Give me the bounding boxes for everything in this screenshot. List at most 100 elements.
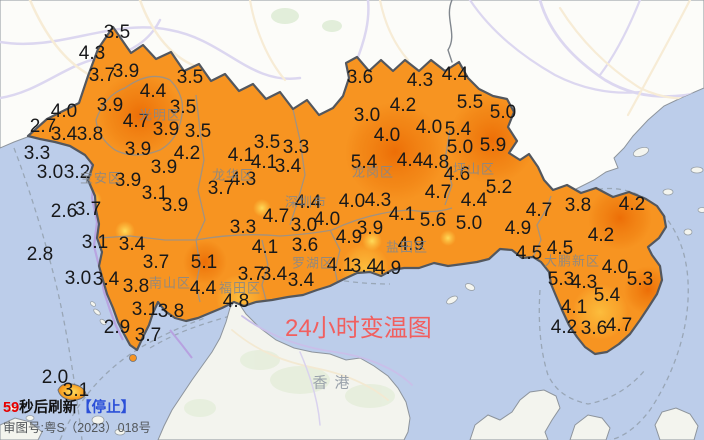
temp-label: 3.7 <box>237 264 265 285</box>
temp-label: 5.0 <box>489 102 517 123</box>
temp-label: 4.9 <box>335 227 363 248</box>
temp-label: 3.1 <box>62 380 90 401</box>
temp-label: 4.4 <box>460 190 488 211</box>
temp-label: 4.4 <box>294 192 322 213</box>
temp-label: 3.3 <box>229 217 257 238</box>
temp-label: 4.2 <box>389 95 417 116</box>
temp-label: 3.4 <box>274 156 302 177</box>
temp-label: 4.6 <box>443 164 471 185</box>
temp-label: 2.6 <box>50 201 78 222</box>
district-label: 福田区 <box>218 280 262 296</box>
temp-label: 3.4 <box>260 264 288 285</box>
temp-label: 2.9 <box>103 317 131 338</box>
temp-label: 3.6 <box>291 235 319 256</box>
temp-label: 2.0 <box>41 367 69 388</box>
temp-label: 3.9 <box>150 157 178 178</box>
district-borders <box>95 75 552 303</box>
temp-label: 4.9 <box>397 234 425 255</box>
temp-label: 4.2 <box>618 194 646 215</box>
temp-label: 3.4 <box>118 234 146 255</box>
district-label: 坪山区 <box>452 161 496 177</box>
countdown-suffix: 秒后刷新 <box>19 400 78 416</box>
district-label: 盐田区 <box>385 239 429 255</box>
temp-label: 2.7 <box>29 116 57 137</box>
temperature-shading <box>82 73 666 340</box>
temp-label: 4.1 <box>388 204 416 225</box>
temp-label: 4.0 <box>50 101 78 122</box>
temp-label: 3.3 <box>23 143 51 164</box>
temp-label: 5.4 <box>593 285 621 306</box>
temp-label: 4.7 <box>605 315 633 336</box>
temp-label: 5.4 <box>350 152 378 173</box>
temp-label: 3.1 <box>131 299 159 320</box>
temp-label: 3.9 <box>161 195 189 216</box>
temp-label: 4.0 <box>338 191 366 212</box>
temp-label: 3.9 <box>96 95 124 116</box>
shenzhen-region <box>26 25 668 356</box>
district-label: 南山区 <box>148 275 192 291</box>
temp-label: 3.8 <box>122 276 150 297</box>
temp-label: 5.6 <box>419 210 447 231</box>
bay-bridge <box>169 329 193 359</box>
temp-label: 3.7 <box>207 178 235 199</box>
temp-label: 3.9 <box>152 119 180 140</box>
temp-label: 5.5 <box>456 92 484 113</box>
temp-label: 4.4 <box>441 64 469 85</box>
temp-label: 4.5 <box>546 238 574 259</box>
refresh-status: 59秒后刷新【停止】 <box>3 396 135 417</box>
hong-kong-roads <box>231 315 413 426</box>
temp-label: 3.5 <box>169 97 197 118</box>
temp-label: 4.7 <box>122 111 150 132</box>
neilingding-island <box>57 354 137 401</box>
temp-label: 5.1 <box>190 252 218 273</box>
temp-label: 4.4 <box>396 150 424 171</box>
temp-label: 3.7 <box>134 325 162 346</box>
temp-label: 3.0 <box>36 162 64 183</box>
district-label: 光明区 <box>138 107 182 123</box>
district-label: 龙岗区 <box>351 164 395 180</box>
temp-label: 4.2 <box>587 225 615 246</box>
temp-label: 3.4 <box>287 270 315 291</box>
temp-label: 3.8 <box>157 301 185 322</box>
temp-label: 4.0 <box>313 209 341 230</box>
temp-label: 5.3 <box>626 269 654 290</box>
map-approval-number: 审图号:粤S（2023）018号 <box>3 421 151 435</box>
temp-label: 3.9 <box>112 61 140 82</box>
temp-label: 4.1 <box>251 237 279 258</box>
temp-label: 4.5 <box>515 243 543 264</box>
temp-label: 4.4 <box>139 81 167 102</box>
temp-label: 4.3 <box>78 43 106 64</box>
temp-label: 3.7 <box>74 199 102 220</box>
temp-label: 3.4 <box>50 124 78 145</box>
temp-label: 3.5 <box>184 121 212 142</box>
temp-label: 4.7 <box>525 200 553 221</box>
temp-label: 5.9 <box>479 135 507 156</box>
temp-label: 3.9 <box>356 218 384 239</box>
temp-label: 3.2 <box>63 162 91 183</box>
temp-label: 4.3 <box>406 70 434 91</box>
temp-label: 4.3 <box>570 272 598 293</box>
temp-label: 4.8 <box>422 152 450 173</box>
temp-label: 3.4 <box>92 269 120 290</box>
temp-label: 4.9 <box>504 218 532 239</box>
temp-label: 3.0 <box>290 215 318 236</box>
temp-label: 4.1 <box>560 297 588 318</box>
temp-label: 4.2 <box>173 143 201 164</box>
temp-label: 4.2 <box>550 317 578 338</box>
temp-label: 3.1 <box>141 183 169 204</box>
temp-label: 3.6 <box>580 318 608 339</box>
temp-label: 5.0 <box>455 213 483 234</box>
countdown-value: 59 <box>3 400 20 416</box>
temp-label: 4.8 <box>222 291 250 312</box>
temp-label: 3.5 <box>176 67 204 88</box>
district-label: 深圳市 <box>284 194 328 210</box>
temp-label: 4.1 <box>227 145 255 166</box>
temp-label: 3.1 <box>81 232 109 253</box>
stop-button[interactable]: 【停止】 <box>77 400 136 416</box>
temp-label: 3.3 <box>282 137 310 158</box>
temp-label: 4.9 <box>374 258 402 279</box>
temp-label: 3.5 <box>103 22 131 43</box>
